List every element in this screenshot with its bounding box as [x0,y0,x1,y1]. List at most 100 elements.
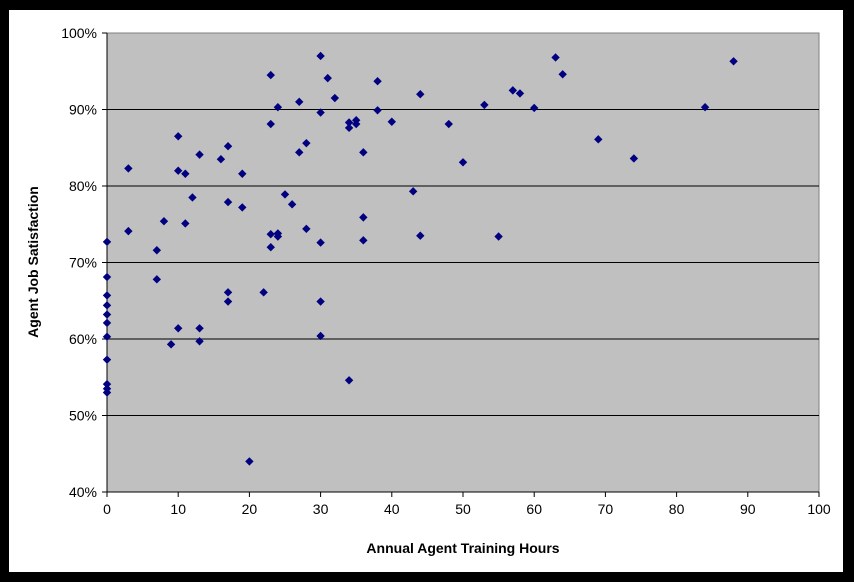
data-point [181,169,190,178]
data-point [266,243,275,252]
data-point [287,200,297,209]
data-point [238,169,247,178]
data-point [344,376,354,385]
data-point [188,193,197,202]
x-tick-label: 80 [669,501,685,517]
data-point [444,119,453,129]
data-point [352,119,361,129]
data-point [323,73,332,83]
x-tick-label: 40 [384,501,400,517]
data-point [330,93,340,103]
data-point [316,238,325,247]
data-point [223,142,233,151]
chart-area: 40% 50% 60% 70% 80% 90% 100% 0 10 20 30 40 50 60 70 80… [9,10,843,572]
axes [106,33,819,493]
y-axis-title: Agent Job Satisfaction [25,186,41,338]
data-point [273,232,283,241]
data-point [223,297,233,306]
data-point [316,51,325,61]
data-point [515,89,525,98]
data-point [416,90,425,99]
data-point [152,275,162,284]
data-point [259,288,268,297]
data-point [494,232,503,241]
x-tick-label: 50 [455,501,471,517]
data-point [344,118,354,127]
data-point [102,310,112,319]
data-point [102,332,112,341]
data-point [408,187,418,196]
data-point [302,224,311,234]
x-tick-label: 10 [170,501,186,517]
data-point [416,231,425,240]
data-point [266,70,275,80]
data-point [102,388,112,397]
data-point [102,272,112,282]
data-point [266,119,275,129]
y-tick-label: 100% [61,25,97,41]
x-tick-labels: 0 10 20 30 40 50 60 70 80 90 100 [103,501,831,517]
data-point [359,213,368,222]
data-point [316,108,325,117]
x-tick-label: 30 [313,501,329,517]
data-point [273,103,283,112]
x-tick-label: 90 [740,501,756,517]
data-point [174,166,183,175]
gridlines [102,32,820,497]
data-point [238,203,247,212]
data-point [530,103,539,113]
x-tick-label: 100 [807,501,831,517]
y-tick-label: 60% [69,331,97,347]
data-point [102,237,112,247]
data-point [508,86,518,95]
y-tick-labels: 40% 50% 60% 70% 80% 90% 100% [61,25,97,500]
data-point [124,226,133,236]
data-point [181,219,190,228]
y-tick-label: 90% [69,102,97,118]
data-point [373,76,382,86]
data-point [387,117,396,126]
data-point [102,379,112,389]
data-point [159,216,169,226]
x-tick-label: 70 [598,501,614,517]
data-point [102,301,112,310]
data-point [316,297,325,306]
x-axis-title: Annual Agent Training Hours [366,540,559,556]
data-points [102,51,738,466]
data-point [174,324,183,333]
data-point [280,190,290,199]
y-tick-label: 40% [69,484,97,500]
data-point [344,123,354,133]
data-point [195,324,204,333]
data-point [102,318,112,328]
data-point [729,57,738,66]
data-point [316,331,325,341]
data-point [152,246,162,255]
data-point [166,340,176,349]
data-point [195,337,204,346]
data-point [266,229,275,239]
data-point [302,138,311,148]
y-tick-label: 50% [69,408,97,424]
data-point [223,288,233,297]
data-point [195,150,204,159]
data-point [480,100,489,110]
data-point [373,106,382,115]
data-point [359,148,368,157]
data-point [629,154,639,163]
data-point [102,355,112,364]
x-tick-label: 20 [242,501,258,517]
data-point [458,158,468,167]
data-point [295,97,304,107]
x-tick-label: 60 [526,501,542,517]
data-point [223,197,233,207]
data-point [174,132,183,141]
data-point [359,236,368,245]
scatter-chart: 40% 50% 60% 70% 80% 90% 100% 0 10 20 30 40 50 60 70 80… [25,25,831,556]
data-point [102,291,112,300]
data-point [124,164,133,173]
data-point [295,148,304,157]
data-point [594,135,603,144]
data-point [551,53,560,62]
